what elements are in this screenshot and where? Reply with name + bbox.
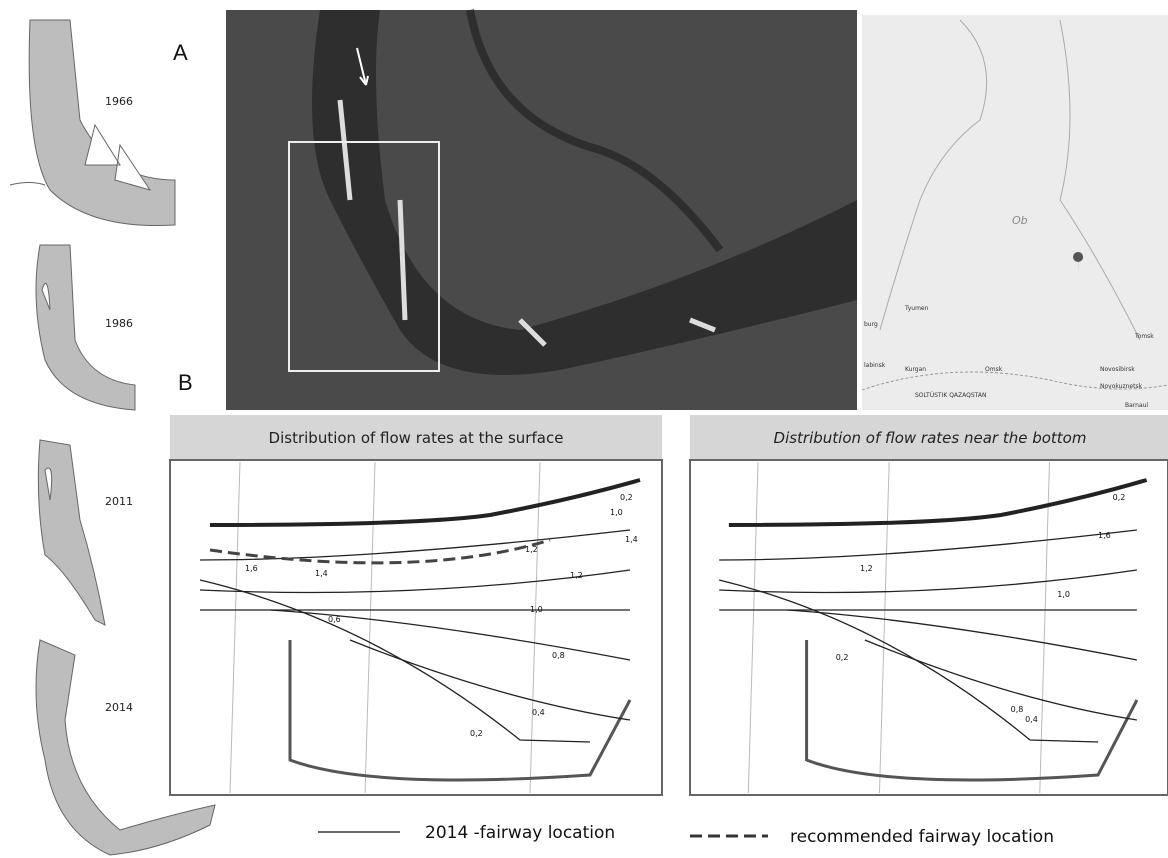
bottom-panel: 0,2 1,6 1,2 1,0 0,2 0,80,4 (690, 460, 1168, 795)
panel-title: Distribution of flow rates near the bott… (774, 429, 1087, 447)
contour-label: 1,4 (315, 569, 328, 578)
contour-label: 1,0 (1057, 590, 1070, 599)
year-label: 1966 (105, 95, 133, 108)
figure: 1966 1986 2011 2014 A B Ob Distribution … (0, 0, 1168, 858)
contour-label: 0,2 (836, 653, 849, 662)
place-label: Barnaul (1125, 402, 1148, 409)
place-label: Kurgan (905, 366, 926, 373)
contour-label: 1,6 (1098, 531, 1111, 540)
place-label: labinsk (864, 362, 886, 369)
panel-title: Distribution of flow rates at the surfac… (269, 429, 564, 447)
place-label: Novosibirsk (1100, 366, 1135, 373)
panel-letter: A (173, 40, 188, 65)
contour-label: 1,0 (530, 605, 543, 614)
place-label: Tyumen (904, 305, 929, 312)
locator-map (862, 15, 1168, 410)
contour-label: 0,4 (1025, 715, 1038, 724)
panel-letter: B (178, 370, 193, 395)
contour-label: 1,2 (570, 571, 583, 580)
contour-label: 0,2 (620, 493, 633, 502)
surface-panel: 0,2 1,0 1,4 1,2 1,6 1,4 1,2 1,0 0,6 0,8 0,4 0,2 (170, 460, 662, 795)
contour-label: 0,8 (552, 651, 565, 660)
contour-label: 0,6 (328, 615, 341, 624)
contour-label: 1,6 (245, 564, 258, 573)
satellite-image (226, 10, 857, 410)
contour-label: 0,8 (1011, 705, 1024, 714)
contour-label: 1,2 (860, 564, 873, 573)
contour-label: 1,0 (610, 508, 623, 517)
contour-label: 1,2 (525, 545, 538, 554)
year-label: 2014 (105, 701, 133, 714)
contour-label: 0,2 (470, 729, 483, 738)
panel-frame (690, 460, 1168, 795)
place-label: Novokuznetsk (1100, 383, 1143, 390)
legend-text: 2014 -fairway location (425, 823, 615, 843)
place-label: SOLTÚSTIK QAZAQSTAN (915, 392, 986, 399)
contour-label: 0,4 (532, 708, 545, 717)
contour-label: 1,4 (625, 535, 638, 544)
panel-frame (170, 460, 662, 795)
year-label: 1986 (105, 317, 133, 330)
year-label: 2011 (105, 495, 133, 508)
place-label: Omsk (985, 366, 1003, 373)
contour-label: 0,2 (1113, 493, 1126, 502)
legend-text: recommended fairway location (790, 827, 1054, 847)
place-label: Tomsk (1134, 333, 1154, 340)
river-label: Ob (1012, 214, 1028, 227)
place-label: burg (864, 321, 878, 328)
